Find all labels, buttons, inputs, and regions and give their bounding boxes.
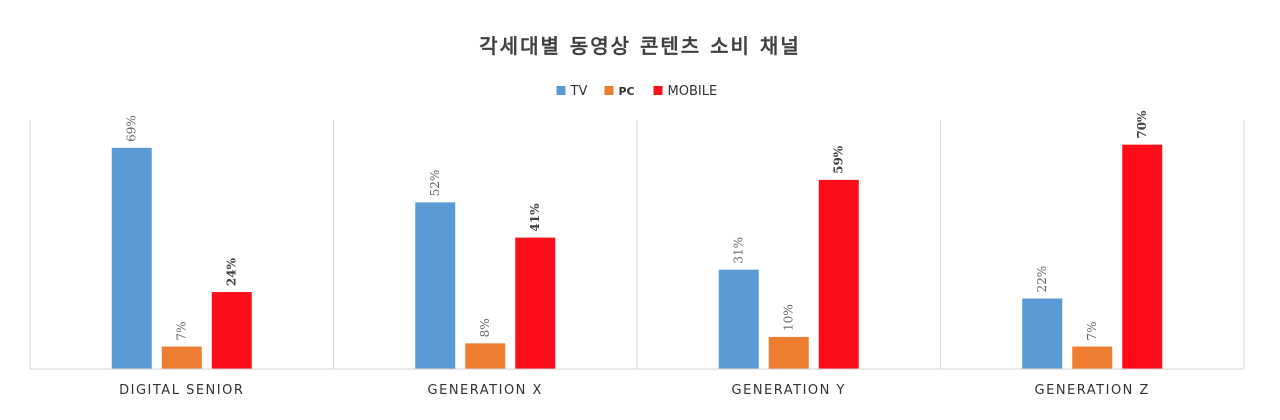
data-label-tv-generation-x: 52%	[428, 170, 442, 197]
bar-mobile-digital-senior	[211, 292, 252, 369]
bar-pc-generation-x	[465, 343, 506, 369]
legend-swatch-pc	[604, 86, 614, 95]
legend: TV PC MOBILE	[556, 84, 718, 99]
legend-swatch-tv	[556, 86, 566, 95]
legend-label-pc: PC	[619, 85, 635, 98]
bar-mobile-generation-z	[1122, 144, 1163, 369]
bar-tv-generation-y	[718, 269, 759, 369]
bar-pc-digital-senior	[161, 346, 202, 369]
data-labels: 69% 7% 24% 52% 8% 41% 31% 10% 59% 22% 7% 70%	[125, 110, 1150, 341]
category-separators	[29, 120, 1245, 369]
data-label-pc-digital-senior: 7%	[175, 322, 189, 341]
category-labels: DIGITAL SENIOR GENERATION X GENERATION Y GE…	[119, 383, 1150, 398]
bar-tv-digital-senior	[111, 147, 152, 369]
data-label-pc-generation-z: 7%	[1085, 322, 1099, 341]
bar-pc-generation-z	[1072, 346, 1113, 369]
legend-swatch-mobile	[653, 86, 663, 95]
data-label-mobile-generation-z: 70%	[1135, 110, 1149, 139]
bar-mobile-generation-y	[818, 179, 859, 369]
category-label-generation-x: GENERATION X	[428, 383, 543, 398]
legend-label-mobile: MOBILE	[668, 84, 718, 99]
bar-pc-generation-y	[768, 336, 809, 369]
data-label-mobile-generation-x: 41%	[528, 203, 542, 232]
data-label-mobile-digital-senior: 24%	[225, 257, 239, 286]
chart-title: 각세대별 동영상 콘텐츠 소비 채널	[479, 34, 800, 58]
data-label-pc-generation-x: 8%	[478, 318, 492, 337]
category-label-generation-y: GENERATION Y	[732, 383, 846, 398]
legend-label-tv: TV	[570, 84, 588, 99]
data-label-mobile-generation-y: 59%	[832, 145, 846, 174]
data-label-pc-generation-y: 10%	[782, 304, 796, 331]
data-label-tv-generation-y: 31%	[732, 237, 746, 264]
bars	[111, 144, 1163, 369]
category-label-digital-senior: DIGITAL SENIOR	[119, 383, 244, 398]
category-label-generation-z: GENERATION Z	[1035, 383, 1150, 398]
data-label-tv-generation-z: 22%	[1035, 266, 1049, 293]
bar-mobile-generation-x	[515, 237, 556, 369]
bar-tv-generation-x	[415, 202, 456, 369]
bar-tv-generation-z	[1022, 298, 1063, 369]
data-label-tv-digital-senior: 69%	[125, 115, 139, 142]
